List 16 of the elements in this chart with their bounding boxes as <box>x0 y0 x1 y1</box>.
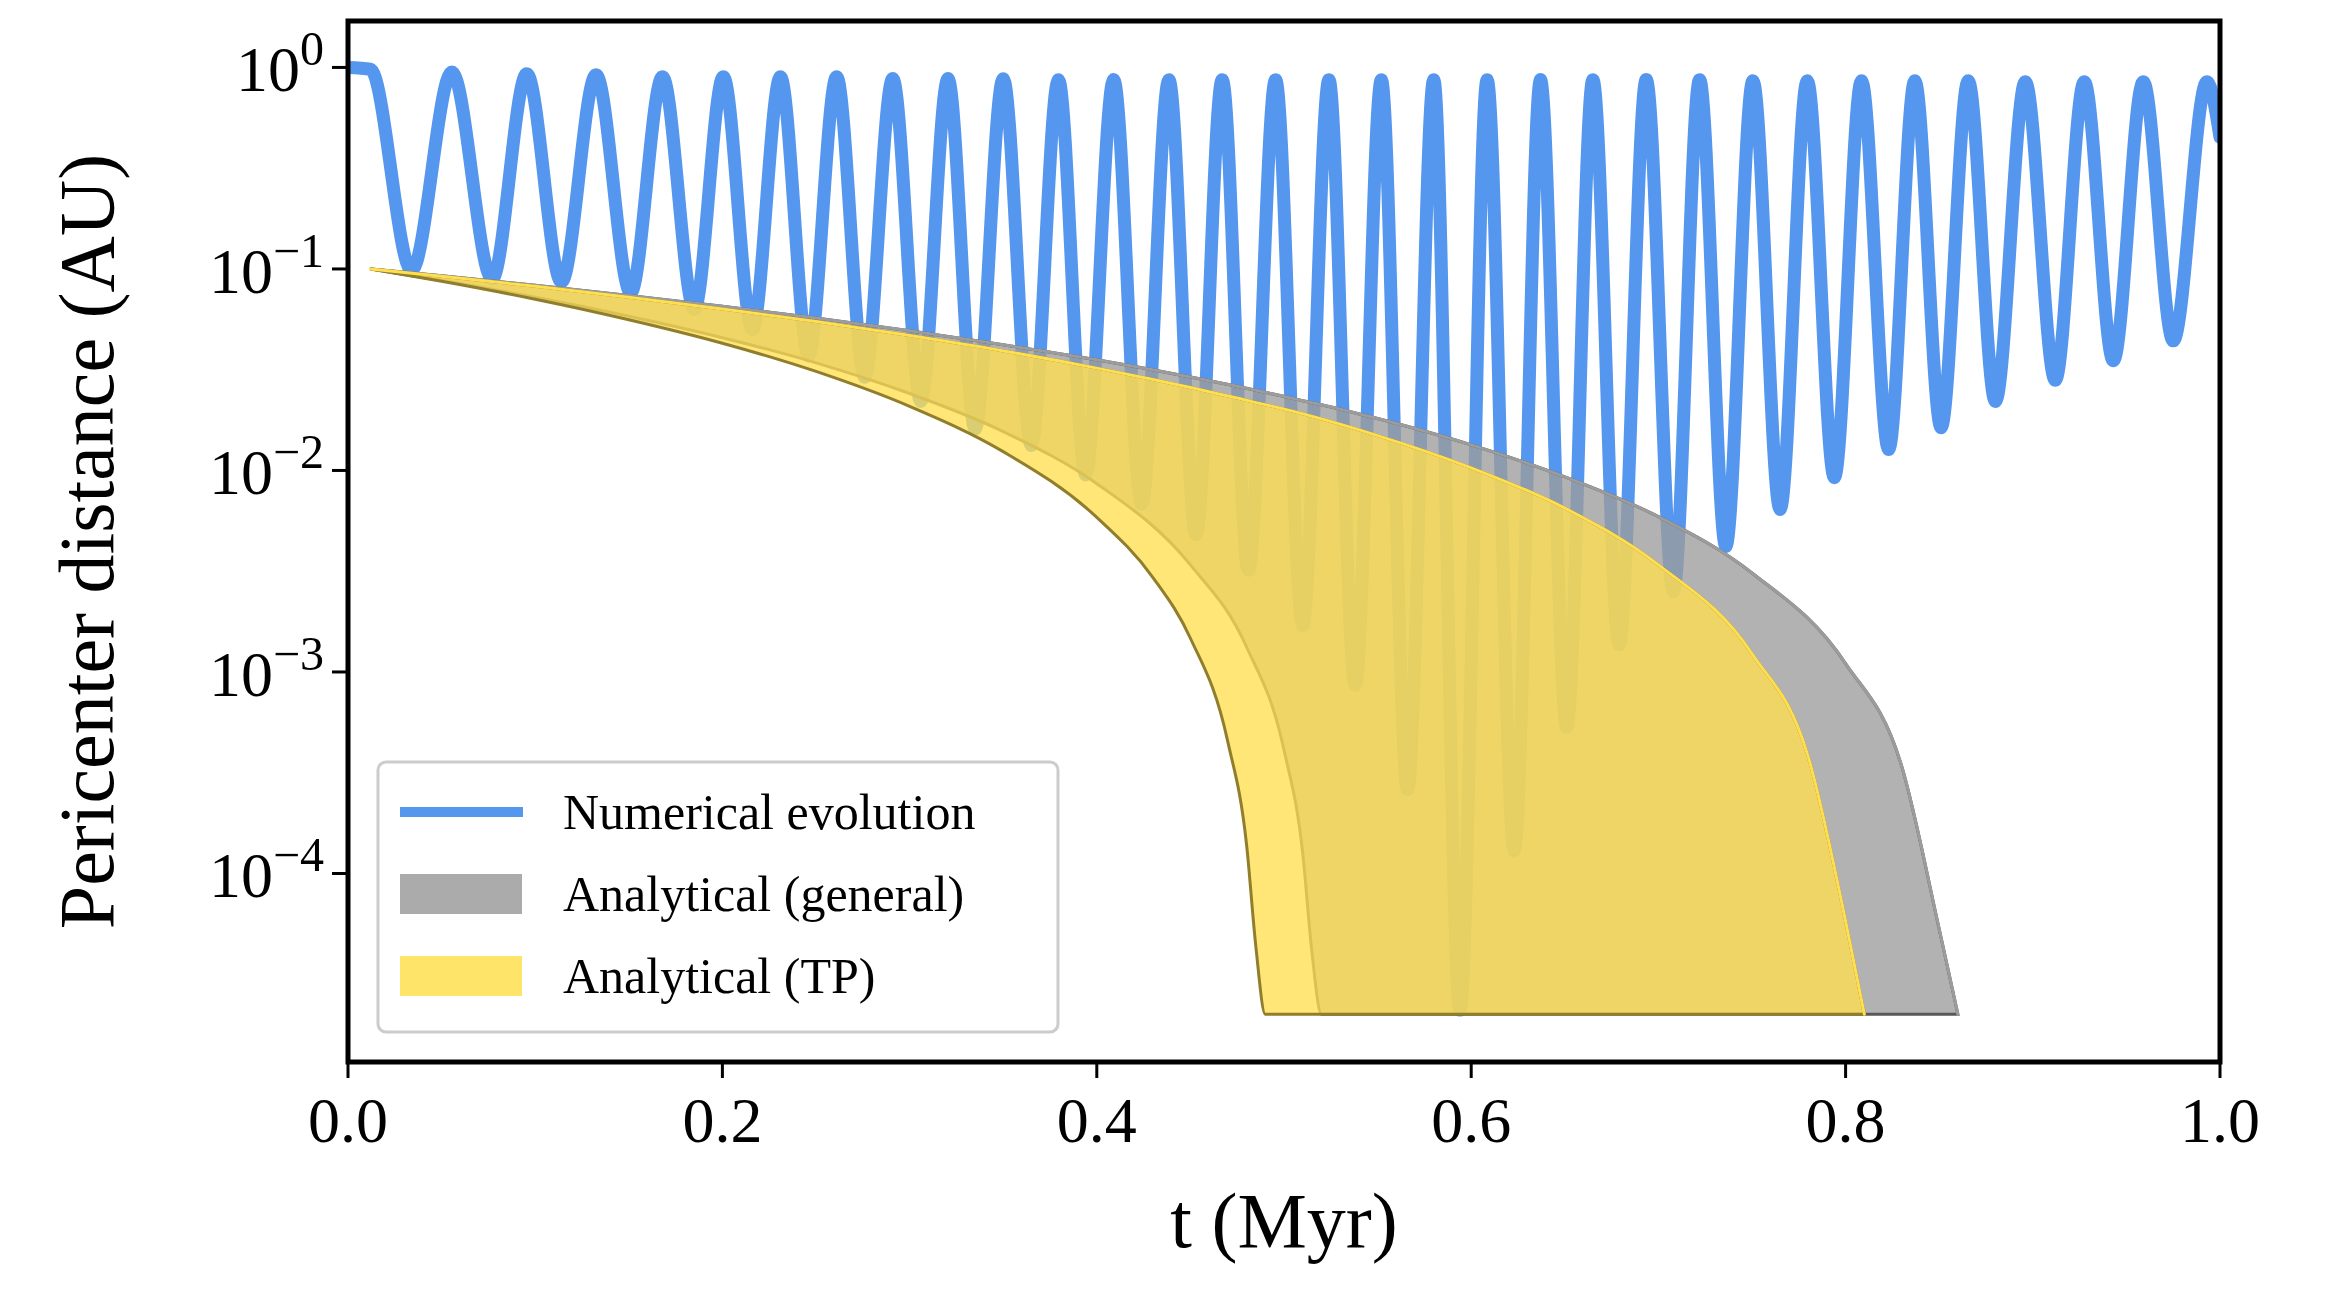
y-tick-label: 10$^{−2}$ <box>208 424 324 509</box>
x-tick-label: 0.6 <box>1431 1085 1512 1156</box>
x-tick-label: 0.0 <box>308 1085 388 1156</box>
x-tick-label: 0.4 <box>1056 1085 1137 1156</box>
y-axis-title: Pericenter distance (AU) <box>43 153 130 930</box>
x-axis-title: t (Myr) <box>1170 1177 1398 1264</box>
y-tick-label: 10$^{−3}$ <box>208 626 324 710</box>
y-tick-label: 10$^{−1}$ <box>208 223 324 307</box>
legend-label: Analytical (general) <box>563 866 965 922</box>
y-tick-label: 10$^{−4}$ <box>208 827 324 912</box>
x-tick-label: 0.8 <box>1805 1085 1886 1156</box>
x-tick-label: 0.2 <box>682 1085 763 1156</box>
legend-label: Analytical (TP) <box>563 948 876 1004</box>
x-tick-label: 1.0 <box>2180 1085 2260 1156</box>
legend-label: Numerical evolution <box>563 784 976 840</box>
y-tick-label: 10$^{0}$ <box>236 21 324 106</box>
